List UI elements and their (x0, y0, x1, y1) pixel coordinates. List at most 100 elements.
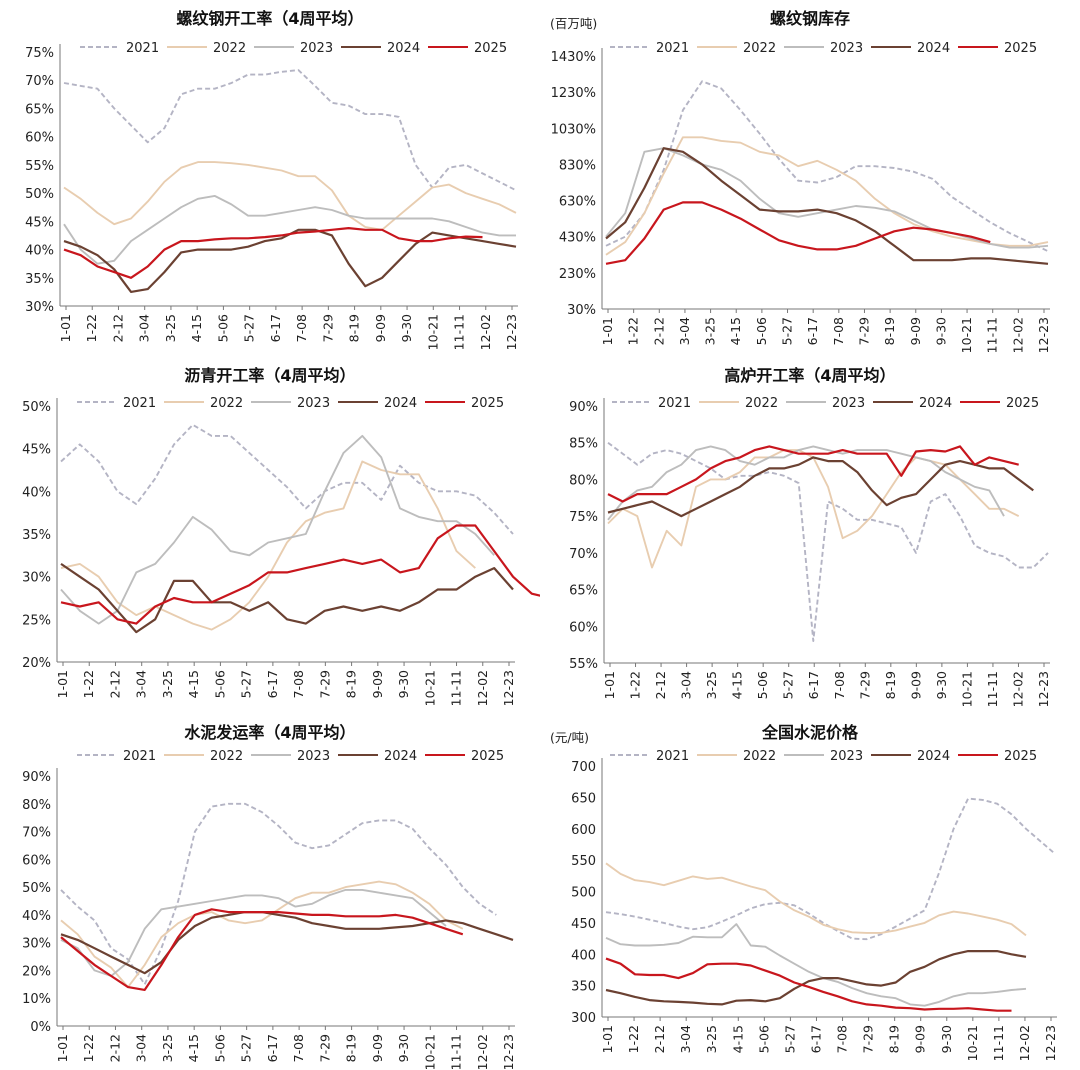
x-tick-label: 2-12 (652, 1025, 667, 1053)
x-tick-label: 3-04 (677, 317, 692, 345)
y-tick-label: 30% (567, 303, 596, 318)
y-tick-label: 700 (571, 760, 596, 775)
series-line-2025 (607, 445, 1019, 503)
x-tick-label: 7-29 (857, 671, 872, 699)
x-tick-label: 12-23 (1036, 317, 1051, 353)
x-tick-label: 5-06 (212, 670, 227, 698)
series-line-2021 (605, 797, 1056, 941)
y-tick-label: 70% (22, 826, 51, 841)
legend-label: 2023 (830, 41, 863, 56)
x-tick-label: 10-21 (425, 314, 440, 350)
x-tick-label: 7-08 (831, 317, 846, 345)
y-tick-label: 1230% (551, 86, 596, 101)
x-tick-label: 1-22 (84, 314, 99, 342)
y-tick-label: 45% (22, 443, 51, 458)
x-tick-label: 1-22 (81, 1034, 96, 1062)
x-tick-label: 5-06 (755, 671, 770, 699)
x-tick-label: 3-25 (163, 314, 178, 342)
x-tick-label: 6-17 (806, 671, 821, 699)
x-tick-label: 3-25 (160, 670, 175, 698)
legend-label: 2025 (474, 41, 507, 56)
y-tick-label: 60% (22, 853, 51, 868)
series-line-2021 (607, 441, 1049, 642)
x-tick-label: 9-30 (396, 1034, 411, 1062)
x-tick-label: 12-02 (475, 1034, 490, 1070)
x-tick-label: 12-02 (478, 314, 493, 350)
y-tick-label: 70% (569, 547, 598, 562)
y-tick-label: 400 (571, 948, 596, 963)
legend-label: 2022 (743, 749, 776, 764)
y-tick-label: 20% (22, 964, 51, 979)
y-tick-label: 650 (571, 791, 596, 806)
x-tick-label: 11-11 (991, 1025, 1006, 1061)
x-tick-label: 7-29 (320, 314, 335, 342)
legend-label: 2024 (917, 749, 950, 764)
series-line-2022 (607, 449, 1020, 569)
y-tick-label: 65% (25, 102, 54, 117)
chart-rebar-utilization: 螺纹钢开工率（4周平均） 30% 35% 40% 45% 50% 55% 60% 65% 70% 7… (25, 9, 519, 350)
x-tick-label: 1-01 (55, 670, 70, 698)
chart-blast-furnace-utilization: 高炉开工率（4周平均） 55% 60% 65% 70% 75% 80% 85% 90% 1-01 1… (569, 366, 1051, 707)
x-tick-label: 12-23 (1036, 671, 1051, 707)
series-line-2024 (60, 562, 514, 634)
x-tick-label: 12-02 (1010, 317, 1025, 353)
x-tick-label: 1-22 (626, 1025, 641, 1053)
series-line-2023 (605, 923, 1027, 1007)
x-tick-label: 3-04 (679, 671, 694, 699)
chart-title: 螺纹钢库存 (770, 9, 850, 28)
series-line-2025 (60, 524, 540, 625)
series-line-2022 (605, 862, 1027, 937)
legend-label: 2023 (297, 749, 330, 764)
series-line-2025 (605, 957, 1012, 1012)
legend-label: 2023 (300, 41, 333, 56)
legend-label: 2022 (210, 396, 243, 411)
y-tick-label: 45% (25, 215, 54, 230)
y-tick-label: 50% (22, 881, 51, 896)
unit-label: (百万吨) (550, 16, 597, 31)
x-tick-label: 12-23 (504, 314, 519, 350)
series-line-2025 (605, 201, 991, 265)
series-line-2023 (605, 147, 1049, 249)
x-tick-label: 5-06 (756, 1025, 771, 1053)
x-tick-label: 9-09 (908, 317, 923, 345)
legend-label: 2021 (658, 396, 691, 411)
y-tick-label: 35% (25, 272, 54, 287)
x-tick-label: 5-27 (780, 317, 795, 345)
series-line-2023 (60, 888, 447, 977)
series-line-2021 (605, 80, 1049, 253)
x-tick-label: 12-02 (1017, 1025, 1032, 1061)
x-tick-label: 10-21 (965, 1025, 980, 1061)
x-tick-label: 9-30 (939, 1025, 954, 1053)
y-tick-label: 55% (569, 657, 598, 672)
x-tick-label: 12-23 (501, 670, 516, 706)
series-line-2022 (60, 460, 476, 631)
x-tick-label: 5-06 (215, 314, 230, 342)
y-tick-label: 70% (25, 74, 54, 89)
x-tick-label: 3-25 (704, 671, 719, 699)
chart-cement-price: 全国水泥价格 (元/吨) 300 350 400 450 500 550 600 650 700 1-… (550, 723, 1058, 1061)
legend-label: 2025 (1006, 396, 1039, 411)
x-tick-label: 2-12 (110, 314, 125, 342)
y-tick-label: 90% (22, 770, 51, 785)
series-line-2025 (60, 908, 464, 991)
chart-title: 沥青开工率（4周平均） (184, 366, 355, 385)
legend-label: 2023 (297, 396, 330, 411)
x-tick-label: 3-04 (678, 1025, 693, 1053)
x-tick-label: 3-04 (134, 1034, 149, 1062)
x-tick-label: 1-01 (600, 317, 615, 345)
x-tick-label: 4-15 (189, 314, 204, 342)
x-tick-label: 11-11 (452, 314, 467, 350)
x-tick-label: 1-01 (58, 314, 73, 342)
y-tick-label: 1430% (551, 50, 596, 65)
x-tick-label: 9-09 (913, 1025, 928, 1053)
x-tick-label: 10-21 (422, 1034, 437, 1070)
legend-label: 2025 (1004, 749, 1037, 764)
x-tick-label: 5-27 (782, 1025, 797, 1053)
y-tick-label: 25% (22, 613, 51, 628)
legend-label: 2025 (1004, 41, 1037, 56)
series-line-2022 (605, 136, 1049, 256)
chart-asphalt-utilization: 沥青开工率（4周平均） 20% 25% 30% 35% 40% 45% 50% 1-01 1-22… (22, 366, 540, 706)
y-tick-label: 65% (569, 584, 598, 599)
x-tick-label: 3-25 (703, 317, 718, 345)
x-tick-label: 5-27 (242, 314, 257, 342)
